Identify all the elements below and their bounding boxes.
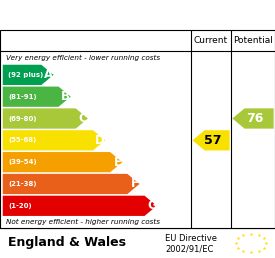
Text: Energy Efficiency Rating: Energy Efficiency Rating [36,8,239,23]
Text: G: G [147,199,157,212]
Text: England & Wales: England & Wales [8,236,126,249]
Text: Potential: Potential [233,36,273,45]
Text: Not energy efficient - higher running costs: Not energy efficient - higher running co… [6,219,159,225]
Text: Current: Current [194,36,228,45]
Polygon shape [3,174,139,194]
Text: B: B [61,90,70,103]
Text: E: E [114,156,122,169]
Text: (92 plus): (92 plus) [8,72,43,78]
Text: (1-20): (1-20) [8,203,32,209]
Polygon shape [3,196,157,216]
Text: Very energy efficient - lower running costs: Very energy efficient - lower running co… [6,55,159,61]
Text: (21-38): (21-38) [8,181,37,187]
Text: (39-54): (39-54) [8,159,37,165]
Text: A: A [44,68,53,81]
Text: C: C [79,112,87,125]
Text: (69-80): (69-80) [8,116,37,122]
Polygon shape [3,87,71,107]
Polygon shape [3,152,122,172]
Text: (81-91): (81-91) [8,94,37,100]
Polygon shape [3,130,105,150]
Polygon shape [232,108,274,129]
Polygon shape [3,65,54,85]
Text: (55-68): (55-68) [8,137,37,143]
Text: 76: 76 [246,112,263,125]
Text: 2002/91/EC: 2002/91/EC [165,245,213,254]
Polygon shape [192,130,230,150]
Text: 57: 57 [204,134,222,147]
Text: F: F [131,178,139,190]
Text: EU Directive: EU Directive [165,234,217,243]
Polygon shape [3,108,88,129]
Text: D: D [95,134,105,147]
